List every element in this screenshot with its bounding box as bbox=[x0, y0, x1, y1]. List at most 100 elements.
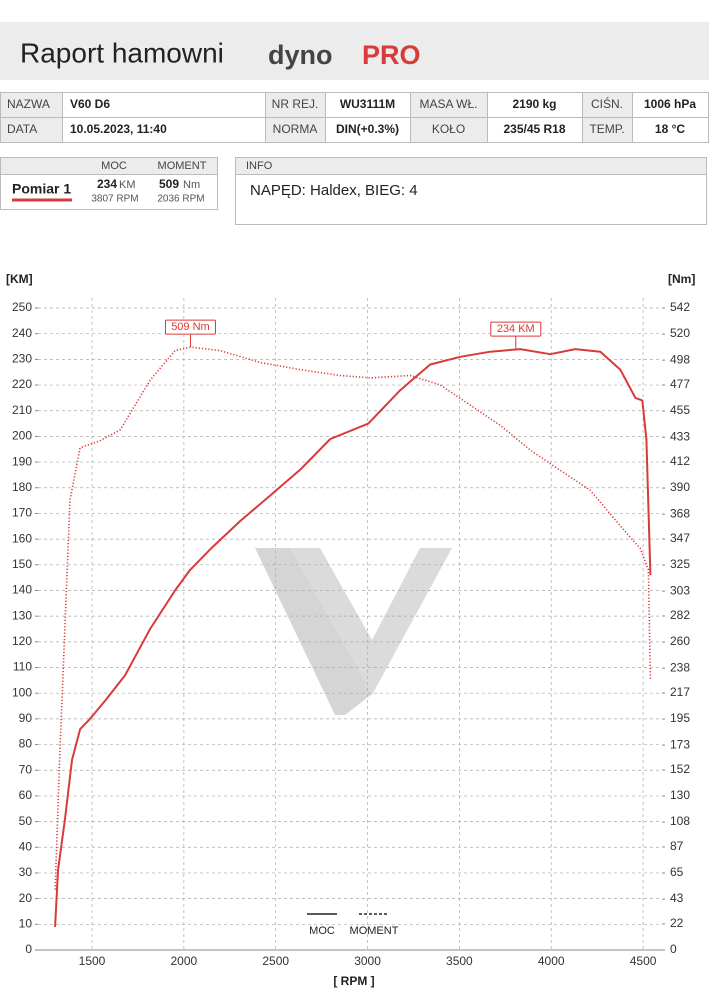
series-line bbox=[54, 346, 652, 890]
y-tick-label: 170 bbox=[12, 506, 32, 520]
x-tick-label: 4000 bbox=[538, 954, 565, 968]
y-tick-label: 40 bbox=[19, 839, 33, 853]
brand-a: dyno bbox=[268, 40, 333, 70]
field-value: WU3111M bbox=[340, 97, 395, 111]
run-name: Pomiar 1 bbox=[12, 181, 71, 197]
y-tick-label: 60 bbox=[19, 788, 33, 802]
field-value: 235/45 R18 bbox=[503, 122, 565, 136]
field-label: NORMA bbox=[273, 122, 318, 136]
value-cell bbox=[487, 117, 583, 143]
legend-label: MOMENT bbox=[350, 925, 399, 937]
y-tick-label: 180 bbox=[12, 480, 32, 494]
label-cell bbox=[0, 92, 63, 118]
y-tick-label: 240 bbox=[12, 326, 32, 340]
y-tick-label: 150 bbox=[12, 557, 32, 571]
y2-tick-label: 0 bbox=[670, 942, 677, 956]
value-cell bbox=[325, 117, 411, 143]
info-text: NAPĘD: Haldex, BIEG: 4 bbox=[250, 182, 418, 199]
field-value: 2190 kg bbox=[512, 97, 556, 111]
moment-rpm: 2036 RPM bbox=[157, 194, 204, 205]
y2-tick-label: 412 bbox=[670, 454, 690, 468]
y2-tick-label: 368 bbox=[670, 506, 690, 520]
y-tick-label: 250 bbox=[12, 300, 32, 314]
y-tick-label: 90 bbox=[19, 711, 33, 725]
field-value: V60 D6 bbox=[70, 97, 110, 111]
field-value: 10.05.2023, 11:40 bbox=[70, 122, 167, 136]
y2-tick-label: 260 bbox=[670, 634, 690, 648]
field-label: NAZWA bbox=[7, 97, 50, 111]
y2-tick-label: 347 bbox=[670, 531, 690, 545]
info-table: NAZWA V60 D6 NR REJ. WU3111M MASA WŁ. 2190 kg… bbox=[0, 92, 709, 143]
y2-tick-label: 477 bbox=[670, 377, 690, 391]
x-tick-label: 1500 bbox=[79, 954, 106, 968]
y2-tick-label: 303 bbox=[670, 583, 690, 597]
field-value: 18 °C bbox=[655, 122, 685, 136]
chart: [KM] [Nm] [ RPM ] 0 10 20 30 40 50 60 70 80 90 100 110… bbox=[6, 272, 695, 988]
x-tick-label: 2500 bbox=[262, 954, 289, 968]
label-cell bbox=[0, 117, 63, 143]
info-title: INFO bbox=[246, 160, 273, 172]
y2-tick-label: 498 bbox=[670, 352, 690, 366]
y-tick-label: 0 bbox=[25, 942, 32, 956]
moc-rpm: 3807 RPM bbox=[91, 194, 138, 205]
annotation: 234 KM bbox=[497, 323, 535, 335]
field-label: DATA bbox=[7, 122, 37, 136]
y2-tick-label: 455 bbox=[670, 403, 690, 417]
y2-tick-label: 238 bbox=[670, 660, 690, 674]
series-line bbox=[54, 348, 652, 927]
y-tick-label: 120 bbox=[12, 634, 32, 648]
y-tick-label: 200 bbox=[12, 429, 32, 443]
moment-unit: Nm bbox=[183, 179, 200, 191]
y2-tick-label: 152 bbox=[670, 762, 690, 776]
y-tick-label: 210 bbox=[12, 403, 32, 417]
moment-value: 509 bbox=[159, 177, 179, 191]
watermark bbox=[255, 548, 452, 715]
field-label: CIŚN. bbox=[591, 96, 623, 111]
label-cell bbox=[582, 117, 633, 143]
y-axis-label: [KM] bbox=[6, 272, 33, 286]
y2-axis-label: [Nm] bbox=[668, 272, 695, 286]
y-tick-label: 50 bbox=[19, 814, 33, 828]
y-tick-label: 140 bbox=[12, 583, 32, 597]
y2-tick-label: 433 bbox=[670, 429, 690, 443]
y-tick-label: 10 bbox=[19, 916, 33, 930]
y-tick-label: 190 bbox=[12, 454, 32, 468]
y2-tick-label: 22 bbox=[670, 916, 684, 930]
col-head: MOC bbox=[101, 160, 127, 172]
y-tick-label: 220 bbox=[12, 377, 32, 391]
field-label: KOŁO bbox=[432, 122, 465, 136]
x-tick-label: 2000 bbox=[170, 954, 197, 968]
field-label: MASA WŁ. bbox=[419, 97, 477, 111]
legend-label: MOC bbox=[309, 925, 335, 937]
y-tick-label: 20 bbox=[19, 891, 33, 905]
annotation: 509 Nm bbox=[171, 321, 210, 333]
label-cell bbox=[265, 117, 326, 143]
y2-tick-label: 282 bbox=[670, 608, 690, 622]
y-tick-label: 80 bbox=[19, 737, 33, 751]
annotation-box bbox=[490, 321, 542, 337]
y2-tick-label: 173 bbox=[670, 737, 690, 751]
y2-tick-label: 87 bbox=[670, 839, 684, 853]
field-label: NR REJ. bbox=[272, 97, 319, 111]
moc-value: 234 bbox=[97, 177, 117, 191]
label-cell bbox=[265, 92, 326, 118]
value-cell bbox=[632, 92, 709, 118]
y2-tick-label: 325 bbox=[670, 557, 690, 571]
y-tick-label: 100 bbox=[12, 685, 32, 699]
label-cell bbox=[410, 117, 488, 143]
field-value: DIN(+0.3%) bbox=[336, 122, 399, 136]
x-tick-label: 4500 bbox=[630, 954, 657, 968]
y2-tick-label: 195 bbox=[670, 711, 690, 725]
summary-head bbox=[0, 157, 218, 175]
y2-tick-label: 130 bbox=[670, 788, 690, 802]
x-tick-label: 3000 bbox=[354, 954, 381, 968]
moc-unit: KM bbox=[119, 179, 136, 191]
y2-tick-label: 542 bbox=[670, 300, 690, 314]
y-tick-label: 230 bbox=[12, 352, 32, 366]
value-cell bbox=[62, 92, 266, 118]
info-head bbox=[235, 157, 707, 175]
brand-b: PRO bbox=[362, 40, 421, 70]
title: Raport hamowni bbox=[20, 37, 224, 68]
field-value: 1006 hPa bbox=[644, 97, 696, 111]
